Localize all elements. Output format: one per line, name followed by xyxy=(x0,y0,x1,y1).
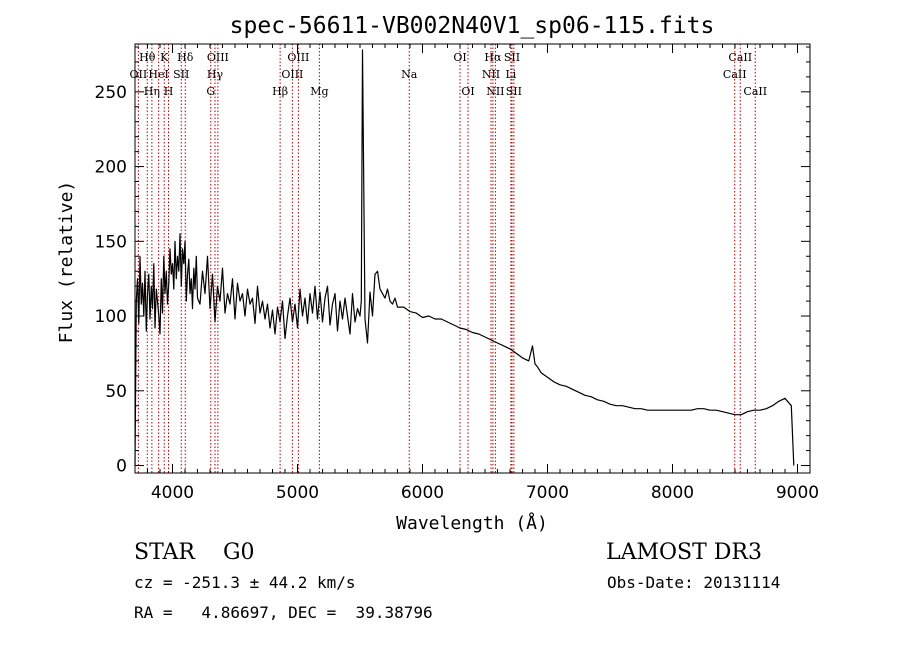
emission-line-label: Hα xyxy=(484,51,502,64)
y-tick-label: 150 xyxy=(95,232,127,252)
obs-date-label: Obs-Date: 20131114 xyxy=(607,573,781,592)
emission-line-label: OII xyxy=(130,68,148,81)
emission-line-label: CaII xyxy=(723,68,747,81)
x-tick-label: 4000 xyxy=(151,483,194,503)
survey-label: LAMOST DR3 xyxy=(606,540,762,565)
emission-line-label: OIII xyxy=(207,51,229,64)
emission-line-label: SII xyxy=(504,51,520,64)
emission-line-label: NII xyxy=(486,85,504,98)
y-tick-label: 0 xyxy=(116,457,127,477)
emission-line-label: OI xyxy=(453,51,466,64)
y-axis-label: Flux (relative) xyxy=(56,181,77,344)
emission-line-label: SII xyxy=(173,68,189,81)
emission-line-label: K xyxy=(160,51,169,64)
emission-line-labels: OII Hθ Hη HeI K H SII Hδ G Hγ OIII Hβ OIII OIII Mg Na OI… xyxy=(130,51,768,98)
y-axis-ticks: 0 50 100 150 200 250 xyxy=(95,46,810,477)
chart-title: spec-56611-VB002N40V1_sp06-115.fits xyxy=(230,13,715,39)
emission-line-markers xyxy=(137,44,756,473)
y-tick-label: 100 xyxy=(95,307,127,327)
emission-line-label: OIII xyxy=(281,68,303,81)
redshift-label: cz = -251.3 ± 44.2 km/s xyxy=(134,573,356,592)
emission-line-label: Hθ xyxy=(139,51,156,64)
emission-line-label: HeI xyxy=(148,68,168,81)
emission-line-label: CaII xyxy=(728,51,752,64)
emission-line-label: H xyxy=(164,85,174,98)
classification-label: STAR G0 xyxy=(134,540,255,565)
emission-line-label: Hγ xyxy=(207,68,224,81)
spectrum-line xyxy=(134,49,795,466)
emission-line-label: CaII xyxy=(743,85,767,98)
x-axis-label: Wavelength (Å) xyxy=(396,512,548,534)
plot-frame xyxy=(134,43,811,474)
y-tick-label: 250 xyxy=(95,83,127,103)
y-tick-label: 200 xyxy=(95,158,127,178)
emission-line-label: OI xyxy=(461,85,474,98)
emission-line-label: G xyxy=(206,85,215,98)
x-tick-label: 9000 xyxy=(776,483,819,503)
emission-line-label: Li xyxy=(505,68,516,81)
x-tick-label: 8000 xyxy=(651,483,694,503)
coordinates-label: RA = 4.86697, DEC = 39.38796 xyxy=(134,603,433,622)
x-axis-ticks: 4000 5000 6000 7000 8000 9000 xyxy=(134,44,819,503)
emission-line-label: Hδ xyxy=(177,51,194,64)
y-tick-label: 50 xyxy=(105,382,127,402)
x-tick-label: 7000 xyxy=(526,483,569,503)
emission-line-label: Hη xyxy=(144,85,160,98)
emission-line-label: OIII xyxy=(287,51,309,64)
emission-line-label: Hβ xyxy=(272,85,288,98)
emission-line-label: NII xyxy=(482,68,500,81)
x-tick-label: 5000 xyxy=(276,483,319,503)
x-tick-label: 6000 xyxy=(401,483,444,503)
emission-line-label: Mg xyxy=(310,85,328,98)
emission-line-label: Na xyxy=(401,68,418,81)
emission-line-label: SII xyxy=(506,85,522,98)
